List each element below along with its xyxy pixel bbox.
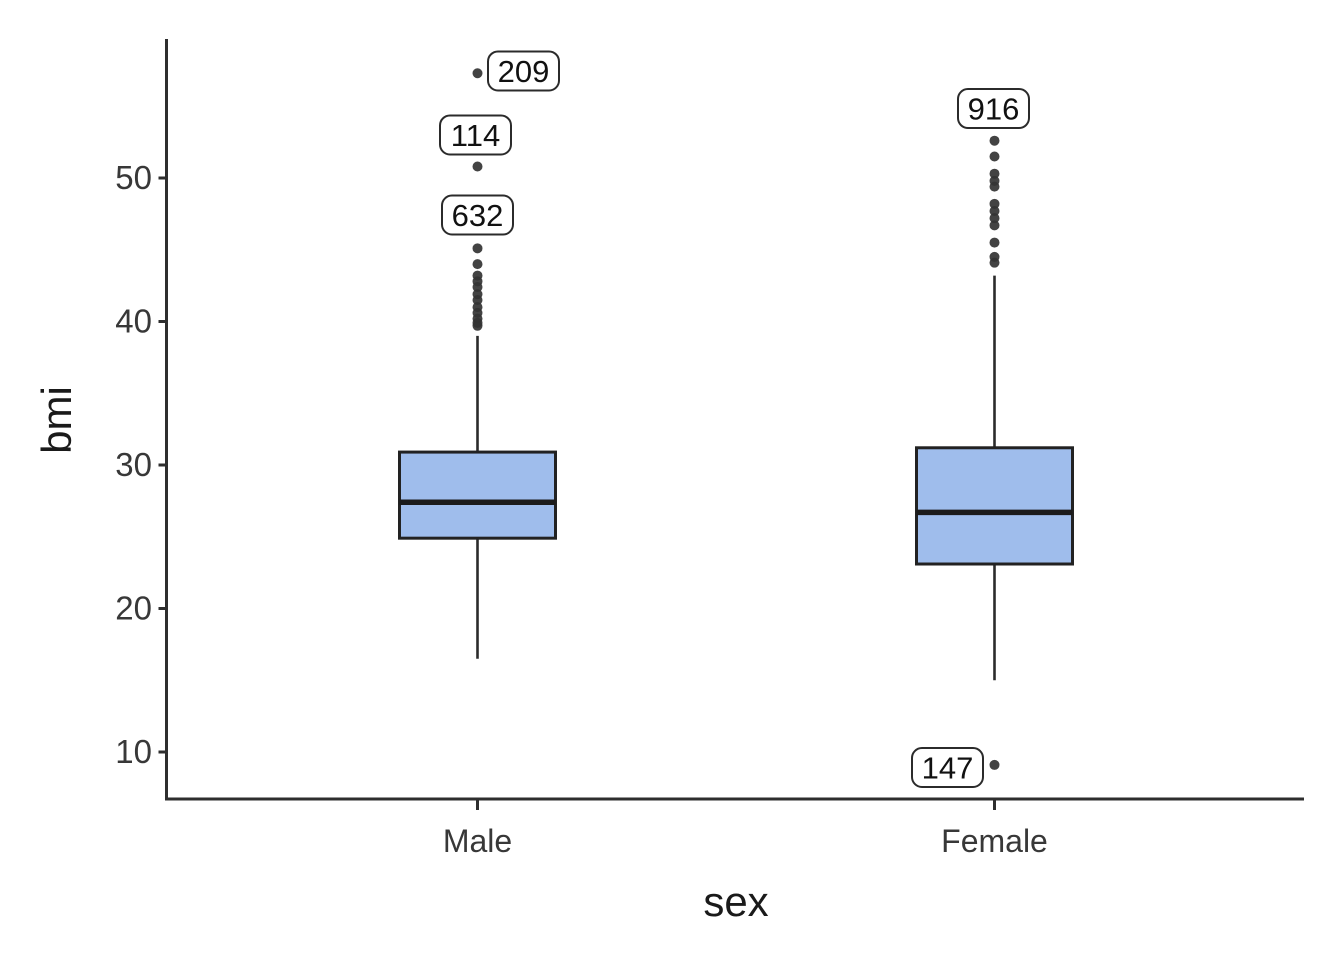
outlier-label-text: 632 xyxy=(452,198,504,233)
outlier-label-box xyxy=(441,194,514,236)
y-tick-label: 40 xyxy=(115,303,152,340)
outlier-point-male xyxy=(472,320,483,331)
outlier-point-female xyxy=(989,220,1000,231)
outlier-point-female xyxy=(989,257,1000,268)
outlier-point-female xyxy=(989,181,1000,192)
x-axis-title: sex xyxy=(703,878,768,925)
outlier-label-text: 147 xyxy=(922,750,974,785)
box-female xyxy=(915,446,1074,566)
outlier-point-male xyxy=(472,282,483,293)
outlier-point-female xyxy=(989,206,1000,217)
outlier-label-text: 209 xyxy=(498,54,550,89)
outlier-point-female xyxy=(989,759,1000,770)
outlier-point-male xyxy=(472,259,483,270)
outlier-point-female xyxy=(989,237,1000,248)
x-category-label: Female xyxy=(941,823,1048,859)
outlier-label-box xyxy=(439,114,512,156)
outlier-point-female xyxy=(989,151,1000,162)
outlier-point-female xyxy=(989,135,1000,146)
chart-generated-layer: 10 20 30 40 50 Male Female 209 114 632 916 147 xyxy=(115,39,1304,859)
y-tick-label: 10 xyxy=(115,733,152,770)
outlier-point-female xyxy=(989,168,1000,179)
x-category-label: Male xyxy=(443,823,512,859)
outlier-label-text: 114 xyxy=(451,118,500,153)
y-tick-label: 30 xyxy=(115,446,152,483)
outlier-point-female xyxy=(989,198,1000,209)
outlier-point-female xyxy=(989,213,1000,224)
box-male xyxy=(398,450,557,540)
outlier-point-male xyxy=(472,243,483,254)
outlier-label-box xyxy=(911,746,984,788)
outlier-point-male xyxy=(472,68,483,79)
outlier-label-text: 916 xyxy=(968,91,1020,126)
y-tick-label: 50 xyxy=(115,159,152,196)
outlier-point-male xyxy=(472,161,483,172)
y-tick-label: 20 xyxy=(115,590,152,627)
y-axis-title: bmi xyxy=(33,386,80,454)
outlier-point-male xyxy=(472,294,483,305)
outlier-label-box xyxy=(957,88,1030,130)
outlier-label-box xyxy=(487,50,560,92)
